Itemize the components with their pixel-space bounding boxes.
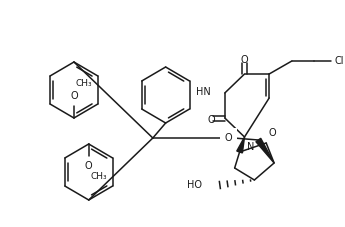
Text: CH₃: CH₃ [76, 79, 92, 88]
Text: O: O [207, 115, 215, 125]
Polygon shape [256, 138, 274, 163]
Polygon shape [237, 137, 245, 153]
Text: O: O [70, 91, 78, 101]
Text: Cl: Cl [334, 56, 344, 66]
Text: O: O [241, 55, 248, 65]
Text: N: N [247, 142, 255, 152]
Text: O: O [225, 133, 233, 143]
Text: HO: HO [187, 180, 202, 190]
Text: O: O [85, 161, 92, 171]
Text: CH₃: CH₃ [91, 172, 107, 181]
Text: O: O [268, 128, 276, 138]
Text: HN: HN [196, 87, 211, 97]
